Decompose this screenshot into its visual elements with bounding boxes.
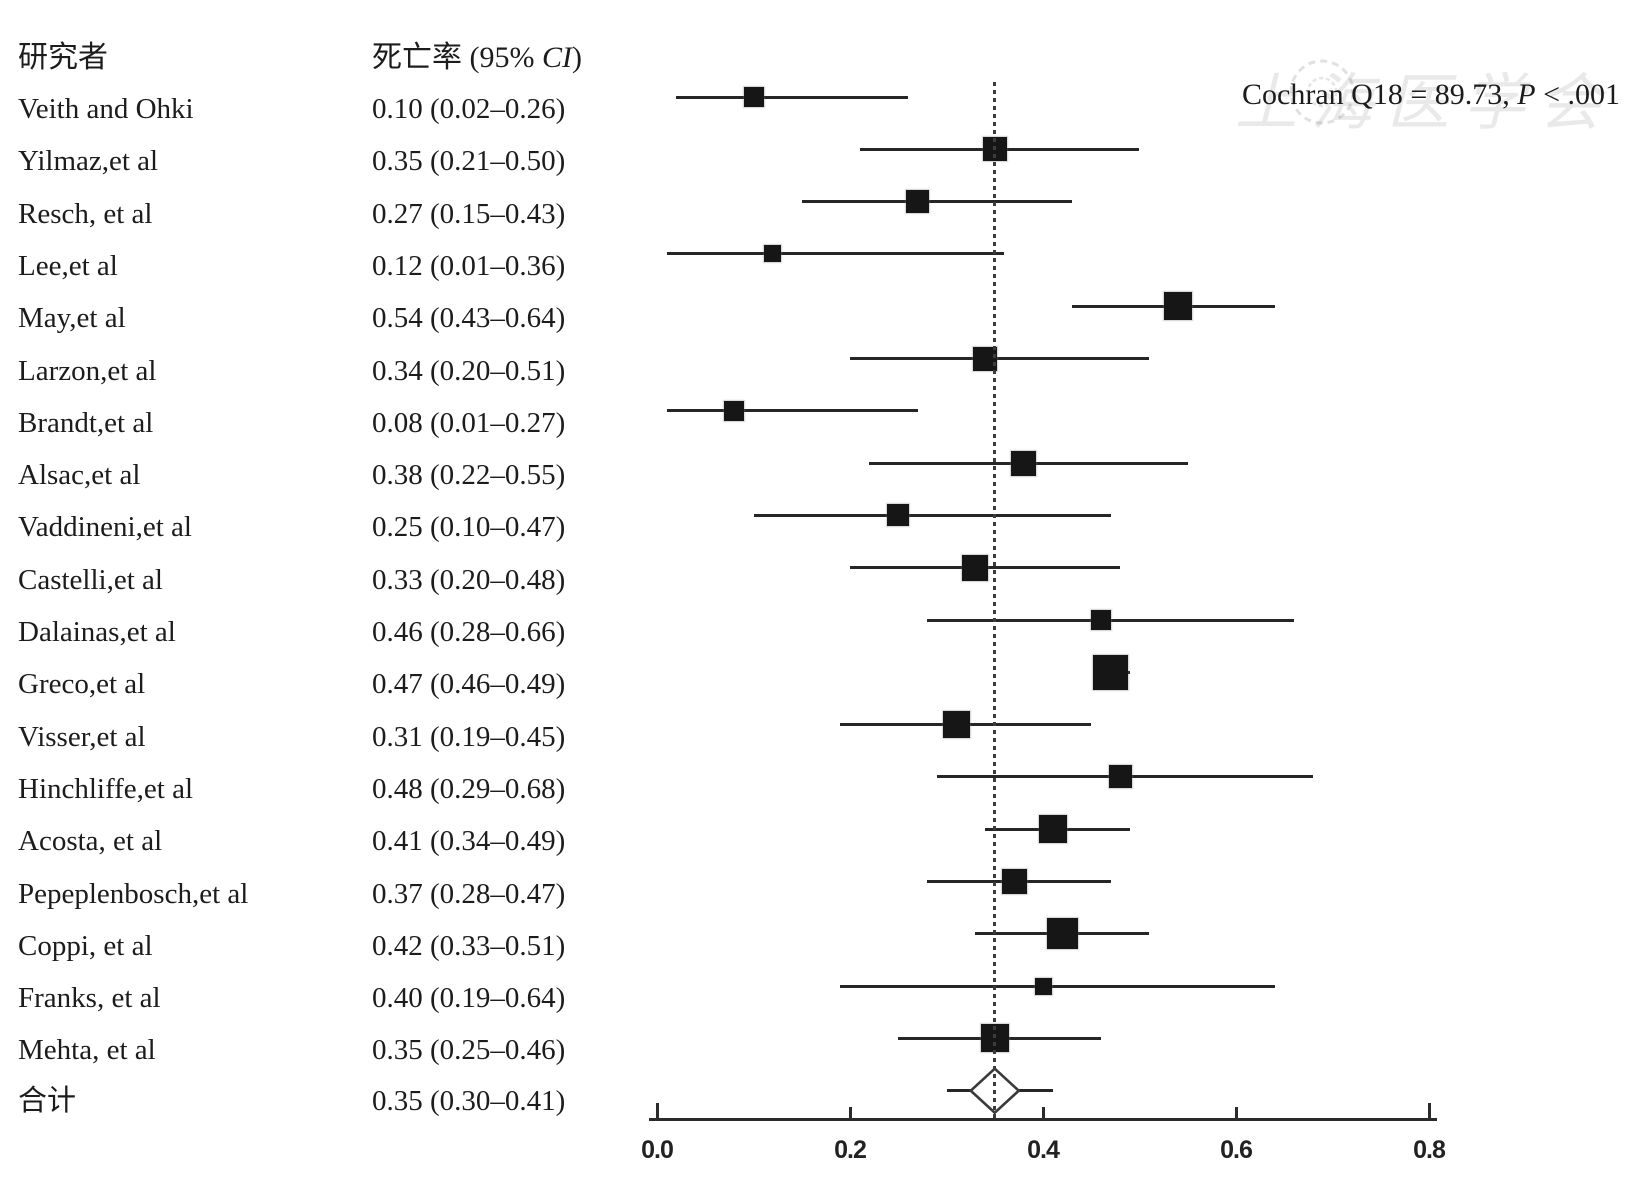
weight-square: [973, 346, 998, 371]
study-ci-text: 0.33 (0.20–0.48): [372, 563, 566, 596]
x-tick-label: 0.8: [1413, 1136, 1446, 1164]
ci-line: [753, 513, 1111, 517]
study-ci-text: 0.48 (0.29–0.68): [372, 772, 566, 805]
x-tick: [848, 1107, 852, 1118]
weight-square: [1011, 450, 1037, 476]
study-label: Franks, et al: [18, 982, 161, 1015]
weight-square: [942, 711, 970, 739]
study-label: Acosta, et al: [18, 825, 163, 858]
study-ci-text: 0.35 (0.25–0.46): [372, 1034, 566, 1067]
study-label: Pepeplenbosch,et al: [18, 877, 249, 910]
study-ci-text: 0.37 (0.28–0.47): [372, 877, 566, 910]
column-header-rate: 死亡率 (95% CI): [372, 32, 582, 76]
study-label: Alsac,et al: [18, 459, 141, 492]
study-label: Coppi, et al: [18, 929, 153, 962]
study-label: Visser,et al: [18, 720, 146, 753]
rate-header-ci: CI: [541, 41, 572, 74]
study-ci-text: 0.25 (0.10–0.47): [372, 511, 566, 544]
study-ci-text: 0.38 (0.22–0.55): [372, 459, 566, 492]
study-label: Yilmaz,et al: [18, 145, 159, 178]
study-label: Brandt,et al: [18, 406, 154, 439]
x-tick-label: 0.0: [641, 1136, 674, 1164]
x-axis-line: [649, 1118, 1437, 1121]
ci-line: [850, 357, 1150, 360]
study-label: Castelli,et al: [18, 563, 163, 596]
x-tick-label: 0.2: [834, 1136, 867, 1164]
x-tick: [1427, 1103, 1431, 1118]
weight-square: [906, 190, 930, 214]
study-label: Veith and Ohki: [18, 93, 194, 125]
overall-ci-text: 0.35 (0.30–0.41): [372, 1084, 566, 1117]
study-ci-text: 0.47 (0.46–0.49): [372, 668, 566, 701]
weight-square: [1090, 610, 1111, 630]
study-label: Greco,et al: [18, 668, 146, 701]
x-tick: [1041, 1107, 1045, 1118]
study-ci-text: 0.54 (0.43–0.64): [372, 302, 566, 335]
weight-square: [887, 504, 910, 527]
study-ci-text: 0.12 (0.01–0.36): [372, 249, 566, 282]
x-tick: [655, 1103, 659, 1118]
study-label: May,et al: [18, 302, 126, 335]
study-ci-text: 0.10 (0.02–0.26): [372, 93, 566, 125]
x-tick-label: 0.4: [1027, 1136, 1060, 1164]
study-ci-text: 0.34 (0.20–0.51): [372, 354, 566, 387]
study-ci-text: 0.41 (0.34–0.49): [372, 825, 566, 858]
weight-square: [962, 554, 989, 581]
pooled-estimate-dotted-line: [993, 82, 997, 1118]
ci-line: [676, 95, 908, 99]
study-label: Vaddineni,et al: [18, 511, 192, 544]
weight-square: [1001, 869, 1027, 894]
ci-line: [666, 252, 1005, 256]
ci-line: [666, 409, 918, 413]
ci-line: [840, 984, 1275, 988]
study-ci-text: 0.42 (0.33–0.51): [372, 929, 566, 962]
weight-square: [1046, 918, 1078, 950]
weight-square: [1038, 815, 1067, 844]
ci-line: [801, 200, 1072, 204]
weight-square: [743, 87, 764, 107]
study-ci-text: 0.46 (0.28–0.66): [372, 616, 566, 648]
study-ci-text: 0.40 (0.19–0.64): [372, 982, 566, 1015]
study-ci-text: 0.31 (0.19–0.45): [372, 720, 566, 753]
study-ci-text: 0.08 (0.01–0.27): [372, 406, 566, 439]
annotation-prefix: Cochran Q18 = 89.73,: [1242, 78, 1518, 111]
column-header-study: 研究者: [18, 41, 108, 74]
study-label: Hinchliffe,et al: [18, 772, 194, 805]
weight-square: [1108, 765, 1132, 789]
x-tick-label: 0.6: [1220, 1136, 1253, 1164]
study-label: Mehta, et al: [18, 1034, 156, 1067]
annotation-suffix: < .001: [1535, 78, 1620, 111]
x-tick: [1234, 1107, 1238, 1118]
weight-square: [1093, 654, 1129, 690]
weight-square: [764, 245, 782, 263]
heterogeneity-annotation: Cochran Q18 = 89.73, P < .001: [1120, 78, 1620, 112]
study-label: Resch, et al: [18, 197, 153, 230]
study-label: Larzon,et al: [18, 354, 157, 387]
weight-square: [724, 400, 745, 421]
rate-header-suffix: ): [571, 41, 582, 74]
annotation-p: P: [1517, 78, 1536, 111]
overall-label: 合计: [18, 1084, 77, 1117]
weight-square: [1034, 977, 1052, 995]
study-label: Lee,et al: [18, 249, 118, 282]
study-label: Dalainas,et al: [18, 616, 176, 648]
study-ci-text: 0.35 (0.21–0.50): [372, 145, 566, 178]
weight-square: [1164, 292, 1193, 321]
rate-header-prefix: 死亡率 (95%: [372, 41, 542, 74]
study-ci-text: 0.27 (0.15–0.43): [372, 197, 566, 230]
